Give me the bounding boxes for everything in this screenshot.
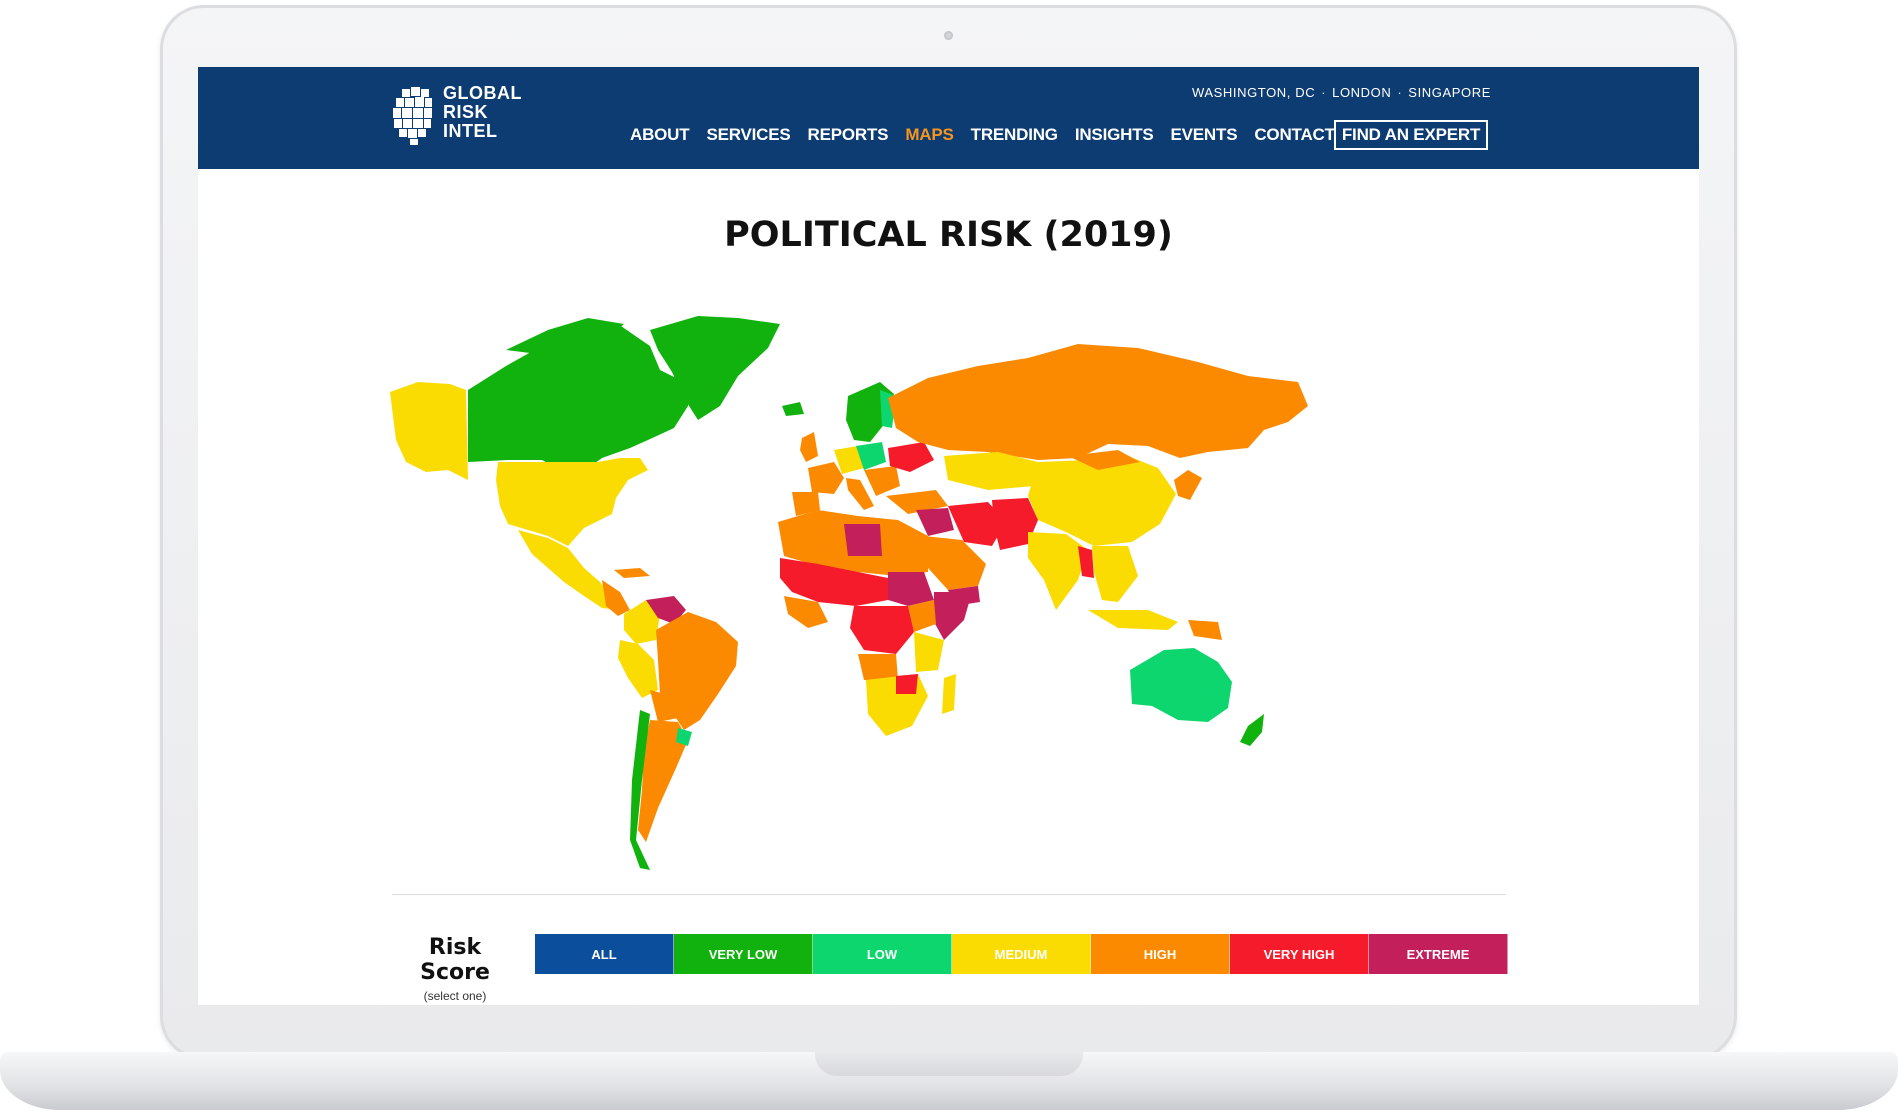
region-spain — [792, 492, 820, 516]
filter-very-low-button[interactable]: VERY LOW — [674, 934, 813, 974]
laptop-notch — [815, 1052, 1083, 1076]
region-syria-iraq — [916, 508, 954, 536]
region-arctic-islands — [506, 318, 624, 354]
filter-medium-button[interactable]: MEDIUM — [952, 934, 1091, 974]
region-canada — [468, 324, 688, 472]
main-nav: ABOUT SERVICES REPORTS MAPS TRENDING INS… — [630, 125, 1335, 145]
region-bolivia — [650, 690, 678, 722]
region-saudi-arabia — [924, 536, 986, 590]
region-italy — [846, 478, 874, 510]
region-uk — [800, 432, 818, 462]
region-sudan — [888, 572, 934, 606]
nav-reports[interactable]: REPORTS — [807, 125, 889, 144]
filter-all-button[interactable]: ALL — [535, 934, 674, 974]
region-afghanistan-pakistan — [992, 498, 1038, 550]
filter-extreme-button[interactable]: EXTREME — [1369, 934, 1508, 974]
risk-score-title: Risk Score — [420, 935, 490, 985]
region-mexico — [518, 530, 620, 610]
region-papua — [1188, 620, 1222, 640]
region-horn — [934, 592, 972, 640]
region-argentina — [638, 720, 688, 842]
logo-line: INTEL — [443, 121, 498, 141]
site-header: GLOBAL RISK INTEL WASHINGTON, DC · LONDON ·… — [198, 67, 1699, 169]
region-peru — [618, 640, 658, 698]
region-australia — [1130, 648, 1232, 722]
office-london: LONDON — [1332, 85, 1392, 100]
region-usa — [496, 458, 648, 546]
find-an-expert-button[interactable]: FIND AN EXPERT — [1334, 120, 1488, 150]
region-myanmar — [1078, 546, 1094, 578]
region-kazakhstan — [944, 452, 1038, 490]
region-central-africa — [850, 606, 914, 654]
region-turkey — [886, 490, 948, 514]
region-east-africa — [914, 632, 944, 672]
divider — [392, 894, 1506, 895]
nav-contact[interactable]: CONTACT — [1254, 125, 1335, 144]
nav-maps[interactable]: MAPS — [905, 125, 954, 144]
region-libya — [844, 524, 882, 556]
logo-line: GLOBAL — [443, 83, 522, 103]
laptop-screen: GLOBAL RISK INTEL WASHINGTON, DC · LONDON ·… — [198, 67, 1699, 1005]
region-se-asia — [1092, 546, 1138, 602]
region-ethiopia — [908, 600, 936, 632]
logo-wordmark[interactable]: GLOBAL RISK INTEL — [443, 84, 522, 141]
office-singapore: SINGAPORE — [1408, 85, 1491, 100]
world-risk-map[interactable] — [388, 310, 1518, 930]
risk-score-hint: (select one) — [423, 989, 487, 1003]
region-iceland — [782, 402, 804, 416]
region-central-america — [602, 580, 630, 616]
nav-services[interactable]: SERVICES — [706, 125, 791, 144]
office-locations: WASHINGTON, DC · LONDON · SINGAPORE — [1191, 85, 1491, 100]
region-ukraine — [888, 442, 934, 472]
filter-very-high-button[interactable]: VERY HIGH — [1230, 934, 1369, 974]
nav-about[interactable]: ABOUT — [630, 125, 690, 144]
nav-insights[interactable]: INSIGHTS — [1074, 125, 1154, 144]
region-india — [1028, 532, 1088, 610]
page-title: POLITICAL RISK (2019) — [724, 215, 1173, 255]
office-dc: WASHINGTON, DC — [1191, 85, 1316, 100]
camera-icon — [944, 31, 953, 40]
region-china — [1028, 456, 1176, 546]
region-brazil — [656, 612, 738, 730]
region-sahel — [780, 558, 888, 606]
globe-logo-icon[interactable] — [390, 85, 520, 149]
region-greenland — [650, 316, 780, 420]
region-alaska — [390, 382, 468, 480]
risk-filter-bar: ALL VERY LOW LOW MEDIUM HIGH VERY HIGH E… — [535, 934, 1508, 974]
region-germany — [834, 446, 864, 474]
region-iran — [948, 502, 1006, 546]
region-uruguay — [676, 728, 692, 746]
region-madagascar — [942, 674, 956, 714]
region-chile — [630, 710, 650, 870]
region-zimbabwe — [896, 674, 918, 694]
logo-line: RISK — [443, 102, 489, 122]
region-mongolia — [1068, 450, 1140, 470]
region-central-europe — [856, 442, 886, 470]
filter-high-button[interactable]: HIGH — [1091, 934, 1230, 974]
risk-score-label: Risk Score (select one) — [392, 935, 518, 1003]
nav-events[interactable]: EVENTS — [1170, 125, 1238, 144]
region-colombia — [624, 600, 660, 644]
nav-trending[interactable]: TRENDING — [970, 125, 1058, 144]
region-venezuela — [646, 596, 686, 624]
filter-low-button[interactable]: LOW — [813, 934, 952, 974]
region-angola — [858, 654, 898, 680]
region-korea-japan — [1174, 470, 1202, 500]
region-cuba — [614, 568, 650, 578]
region-west-africa-coast — [784, 596, 828, 628]
region-france — [808, 462, 844, 494]
region-new-zealand — [1240, 714, 1264, 746]
region-balkans — [864, 466, 900, 496]
region-russia — [888, 344, 1308, 460]
region-indonesia — [1088, 610, 1178, 630]
